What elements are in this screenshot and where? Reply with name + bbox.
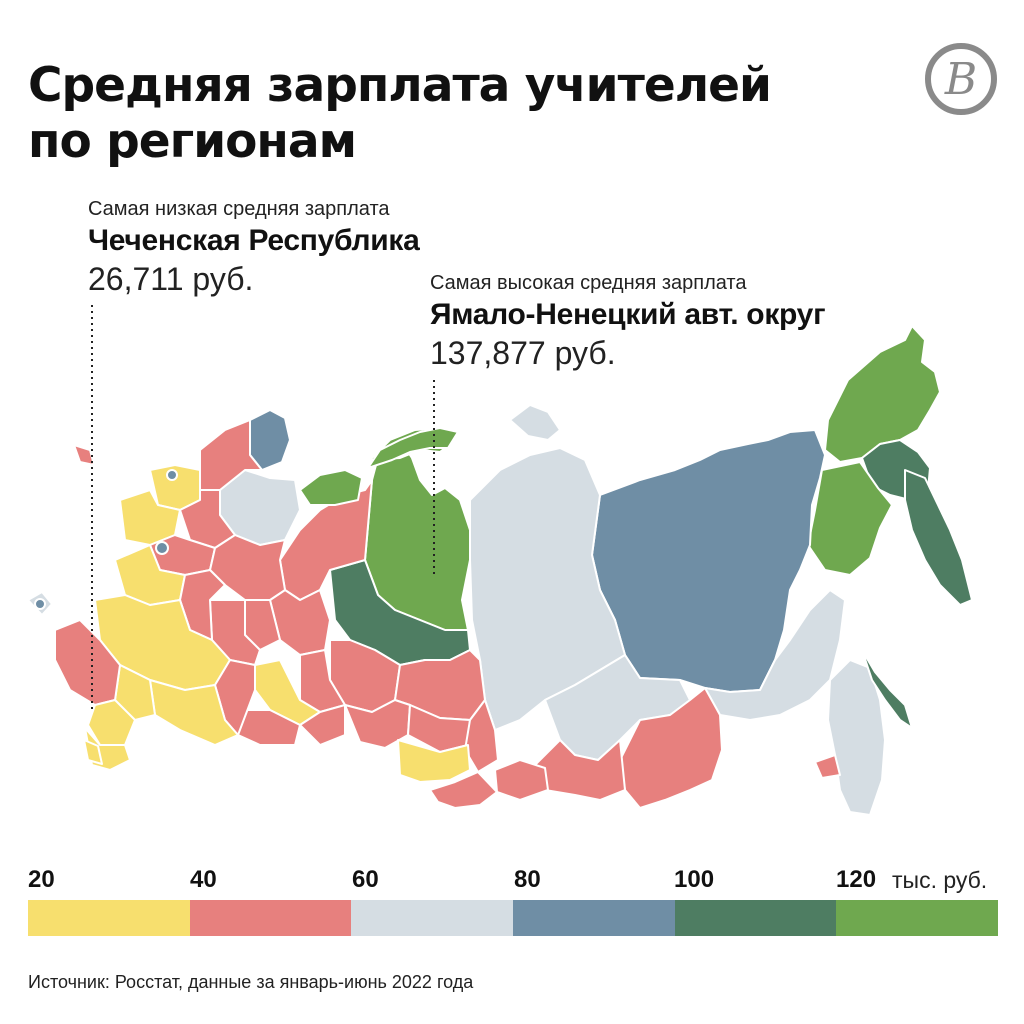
legend-tick-60: 60 — [352, 866, 379, 893]
region-taimyr-islands — [509, 404, 561, 441]
title-line-1: Средняя зарплата учителей — [28, 58, 772, 113]
legend-tick-40: 40 — [190, 866, 217, 893]
svg-text:В: В — [944, 54, 977, 105]
legend-swatch-60-80 — [351, 900, 514, 936]
moscow-city-marker — [155, 541, 169, 555]
highest-caption: Самая высокая средняя зарплата — [430, 272, 747, 294]
region-chukotka — [824, 325, 941, 463]
legend-swatch-80-100 — [513, 900, 675, 936]
legend-color-bar — [28, 900, 999, 936]
region-chelyabinsk — [299, 704, 346, 746]
lowest-value: 26,711 руб. — [88, 261, 254, 297]
lowest-caption: Самая низкая средняя зарплата — [88, 198, 390, 220]
lowest-region-name: Чеченская Республика — [88, 224, 420, 257]
region-novaya-zemlya — [367, 427, 459, 469]
title-line-2: по регионам — [28, 114, 357, 169]
legend-swatch-120-140 — [836, 900, 999, 936]
region-kamchatka — [904, 469, 973, 606]
region-nenets — [299, 469, 363, 506]
legend-tick-20: 20 — [28, 866, 55, 893]
region-tyva — [494, 759, 549, 801]
legend-tick-80: 80 — [514, 866, 541, 893]
region-pskov-novgorod — [119, 489, 181, 546]
region-perm — [269, 589, 331, 656]
region-kaliningrad — [73, 444, 95, 466]
legend-tick-120: 120 — [836, 866, 877, 893]
legend-tick-labels: 20 40 60 80 100 120 — [0, 866, 1024, 900]
publisher-logo-icon: В — [925, 43, 997, 115]
legend-tick-100: 100 — [674, 866, 715, 893]
legend-swatch-40-60 — [189, 900, 352, 936]
spb-city-marker — [166, 469, 178, 481]
source-note: Источник: Росстат, данные за январь-июнь… — [28, 972, 474, 992]
region-sakhalin — [861, 649, 913, 729]
highest-salary-callout: Самая высокая средняя зарплата Ямало-Нен… — [430, 270, 826, 372]
region-chechnya — [83, 739, 103, 765]
legend-swatch-100-120 — [674, 900, 837, 936]
legend-unit: тыс. руб. — [892, 867, 988, 893]
region-volgograd — [149, 679, 239, 746]
highest-region-name: Ямало-Ненецкий авт. округ — [430, 298, 826, 331]
sevastopol-marker — [34, 598, 46, 610]
region-amur — [704, 589, 846, 721]
region-kirov — [209, 534, 286, 601]
region-altai-rep — [429, 771, 498, 809]
highest-value: 137,877 руб. — [430, 335, 616, 371]
page-title: Средняя зарплата учителей по регионам — [28, 58, 772, 170]
lowest-salary-callout: Самая низкая средняя зарплата Чеченская … — [88, 196, 420, 298]
region-altai-krai — [397, 739, 471, 783]
legend-swatch-20-40 — [28, 900, 190, 936]
region-jewish — [814, 754, 841, 779]
